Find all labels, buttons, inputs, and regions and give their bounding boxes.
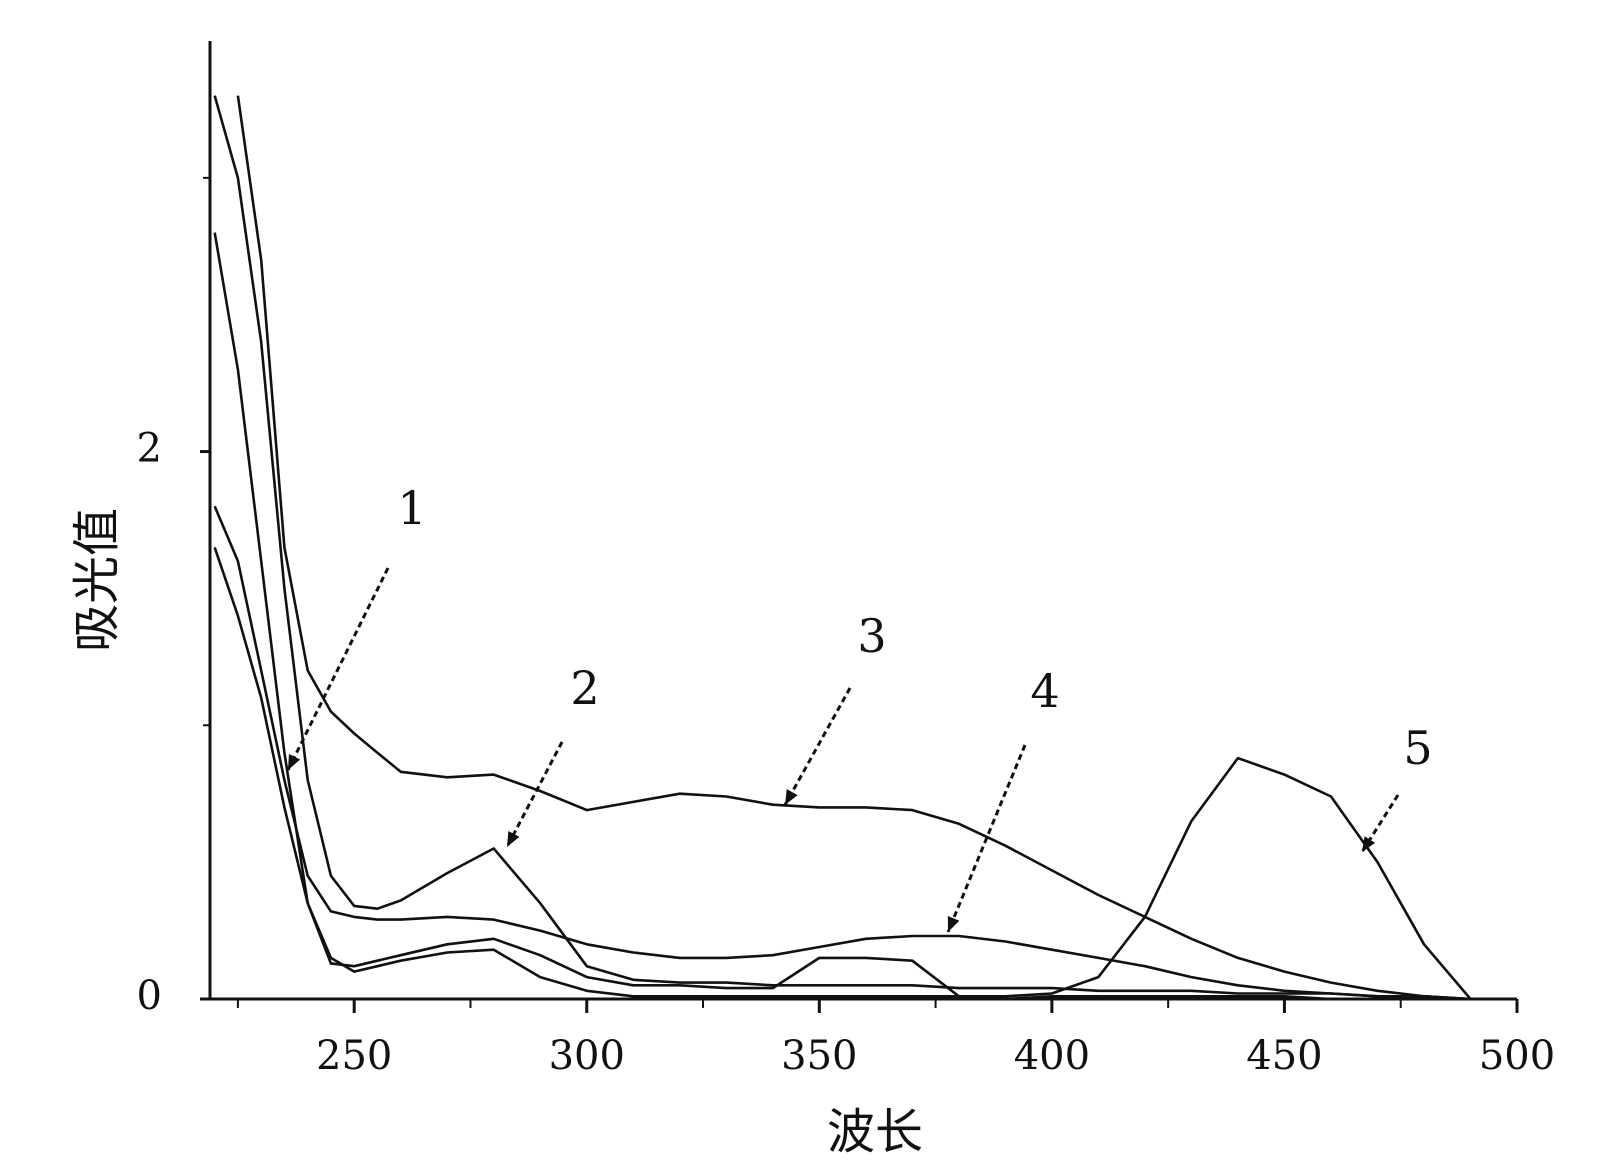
spectrum-line [215,233,1471,999]
annotation-arrowhead [948,916,960,932]
x-tick-label: 300 [549,1033,625,1079]
chart: 波长 吸光值 0 2 250 300 350 400 450 500 1 2 3 4 5 [0,0,1607,1171]
annotation-label: 3 [857,609,886,663]
annotation-arrow [288,568,388,770]
spectrum-line [238,96,1471,999]
annotation-arrow [948,745,1025,932]
annotation-label: 2 [570,661,599,715]
x-tick-label: 350 [781,1033,857,1079]
annotation-label: 1 [397,481,426,535]
y-tick-label: 2 [137,426,162,472]
annotation-label: 4 [1030,664,1059,718]
y-axis-title: 吸光值 [69,508,125,652]
y-tick-label: 0 [137,973,162,1019]
x-axis-title: 波长 [827,1104,923,1160]
annotation-arrow [507,742,562,847]
spectrum-line [215,506,1471,999]
x-tick-label: 500 [1479,1033,1555,1079]
annotation-label: 5 [1403,721,1432,775]
annotation-arrow [785,688,850,805]
x-tick-label: 400 [1014,1033,1090,1079]
x-tick-label: 450 [1246,1033,1322,1079]
annotation-arrowhead [785,789,798,805]
spectrum-line [215,96,1471,999]
x-tick-label: 250 [316,1033,392,1079]
